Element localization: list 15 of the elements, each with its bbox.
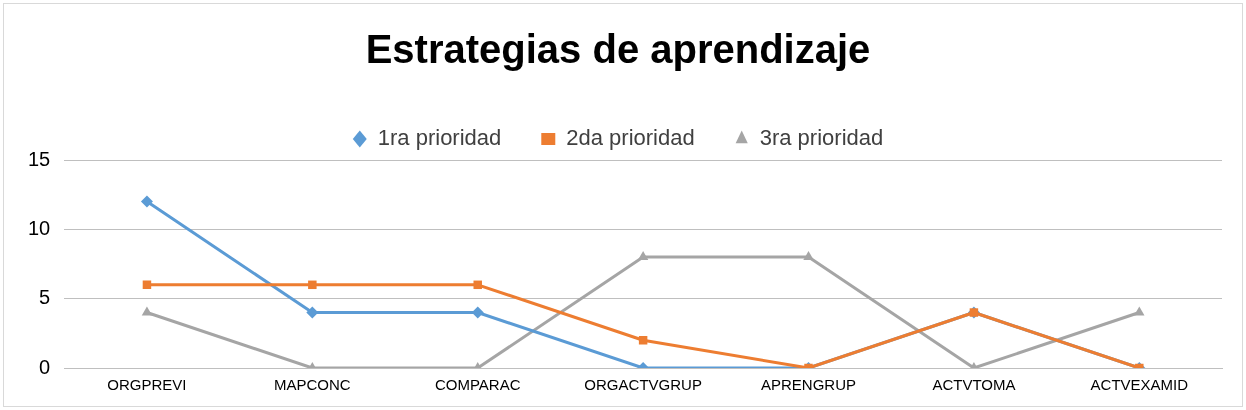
y-tick-label: 10 bbox=[28, 216, 51, 239]
y-tick-label: 0 bbox=[39, 355, 51, 378]
x-tick-label: COMPARAC bbox=[434, 376, 521, 394]
chart-title: Estrategias de aprendizaje bbox=[365, 27, 871, 72]
legend-label: 2da prioridad bbox=[566, 125, 695, 151]
x-tick-label: ACTVEXAMID bbox=[1090, 376, 1189, 394]
x-tick-label: MAPCONC bbox=[274, 376, 351, 394]
x-tick-label: APRENGRUP bbox=[761, 376, 857, 394]
y-tick-label: 15 bbox=[28, 147, 51, 170]
legend-label: 1ra prioridad bbox=[377, 125, 502, 151]
x-tick-label: ACTVTOMA bbox=[932, 376, 1016, 394]
x-tick-label: ORGPREVI bbox=[107, 376, 187, 394]
legend-label: 3ra prioridad bbox=[759, 125, 884, 151]
y-tick-label: 5 bbox=[39, 286, 51, 309]
x-tick-label: ORGACTVGRUP bbox=[584, 376, 702, 394]
